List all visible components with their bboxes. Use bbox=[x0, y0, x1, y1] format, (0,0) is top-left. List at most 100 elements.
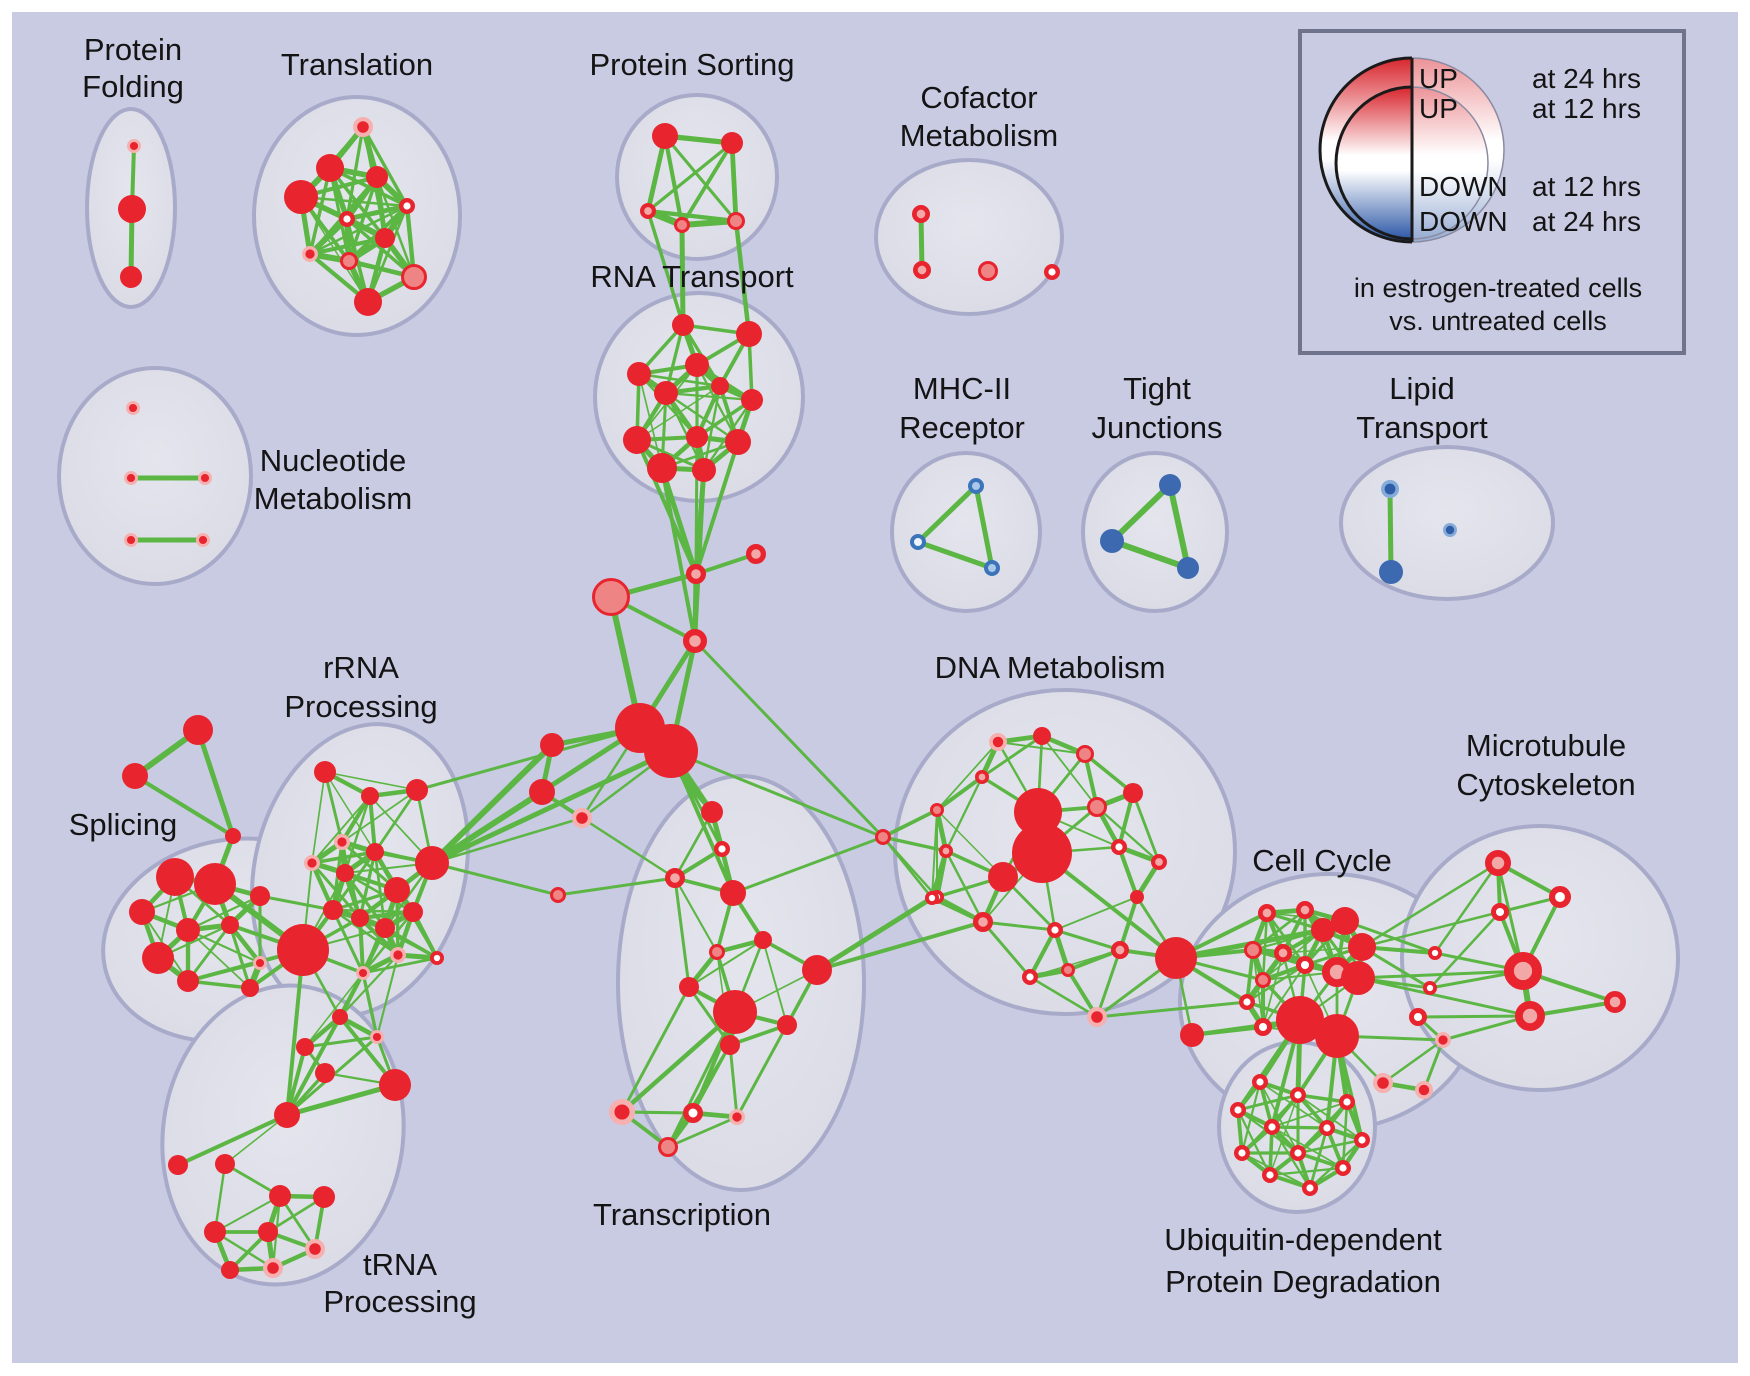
network-edge bbox=[693, 468, 706, 643]
network-node bbox=[406, 779, 428, 801]
network-edge bbox=[1360, 910, 1502, 949]
network-edge bbox=[931, 809, 938, 899]
cluster-label-ub: Protein Degradation bbox=[1165, 1264, 1441, 1299]
network-node bbox=[1180, 1023, 1204, 1047]
network-node bbox=[122, 763, 148, 789]
network-node bbox=[683, 1103, 703, 1123]
network-node bbox=[968, 478, 984, 494]
network-node bbox=[713, 990, 757, 1034]
network-edge bbox=[1269, 1094, 1299, 1176]
network-edge bbox=[915, 539, 995, 571]
cluster-label-trna: Processing bbox=[323, 1284, 476, 1319]
network-edge bbox=[176, 1113, 289, 1167]
network-edge bbox=[186, 923, 232, 983]
cluster-label-cof: Metabolism bbox=[900, 118, 1059, 153]
network-node bbox=[126, 401, 141, 416]
cluster-label-mt: Microtubule bbox=[1466, 728, 1626, 763]
network-node bbox=[333, 833, 350, 850]
network-node bbox=[975, 770, 990, 785]
network-node bbox=[315, 1063, 335, 1083]
network-node bbox=[1155, 937, 1197, 979]
network-edge bbox=[680, 141, 734, 227]
network-node bbox=[1408, 1007, 1427, 1026]
network-edge bbox=[224, 1114, 288, 1165]
network-edge bbox=[303, 1035, 379, 1049]
network-node bbox=[1289, 1144, 1306, 1161]
network-edge bbox=[338, 953, 400, 1019]
network-node bbox=[354, 288, 382, 316]
network-edge bbox=[284, 1082, 398, 1118]
network-edge bbox=[266, 1195, 326, 1234]
network-node bbox=[720, 1035, 740, 1055]
network-node bbox=[429, 950, 444, 965]
network-edge bbox=[361, 971, 379, 1039]
network-node bbox=[1110, 839, 1127, 856]
cluster-ellipse-lip bbox=[1339, 445, 1555, 601]
network-node bbox=[529, 779, 555, 805]
network-node bbox=[647, 453, 677, 483]
network-node bbox=[258, 1222, 278, 1242]
network-node bbox=[540, 733, 564, 757]
network-node bbox=[129, 899, 155, 925]
network-edge bbox=[1356, 969, 1525, 980]
network-node bbox=[644, 724, 698, 778]
network-node bbox=[269, 1185, 291, 1207]
network-node bbox=[989, 733, 1008, 752]
network-node bbox=[1273, 944, 1292, 963]
network-edge bbox=[1066, 948, 1122, 972]
network-edge bbox=[1053, 928, 1122, 952]
network-edge bbox=[1381, 1038, 1445, 1085]
network-node bbox=[316, 154, 344, 182]
network-node bbox=[720, 880, 746, 906]
network-edge bbox=[929, 848, 949, 901]
network-edge bbox=[430, 816, 584, 865]
network-node bbox=[664, 867, 685, 888]
network-edge bbox=[361, 910, 415, 975]
network-edge bbox=[815, 920, 985, 972]
network-node bbox=[215, 1154, 235, 1174]
network-edge bbox=[373, 788, 419, 854]
cluster-label-mhc: MHC-II bbox=[913, 371, 1011, 406]
network-node bbox=[263, 1257, 284, 1278]
legend: UP at 24 hrs UP at 12 hrs DOWN at 12 hrs DOWN a… bbox=[1298, 29, 1686, 355]
network-node bbox=[745, 543, 766, 564]
network-edge bbox=[1167, 482, 1191, 571]
network-edge bbox=[678, 217, 740, 229]
network-node bbox=[692, 458, 716, 482]
network-edge bbox=[762, 939, 788, 1026]
network-edge bbox=[304, 972, 364, 1048]
network-node bbox=[1012, 823, 1072, 883]
network-edge bbox=[186, 928, 262, 965]
network-node bbox=[1100, 529, 1124, 553]
network-edge bbox=[307, 235, 388, 257]
network-edge bbox=[679, 222, 686, 328]
network-node bbox=[313, 1186, 335, 1208]
network-edge bbox=[619, 1009, 738, 1115]
network-edge bbox=[663, 134, 738, 223]
network-node bbox=[1014, 788, 1062, 836]
network-node bbox=[1263, 1118, 1280, 1135]
network-node bbox=[711, 377, 729, 395]
network-node bbox=[389, 946, 406, 963]
network-edge bbox=[728, 1023, 789, 1047]
network-node bbox=[305, 1238, 326, 1259]
network-node bbox=[303, 854, 320, 871]
network-node bbox=[802, 955, 832, 985]
network-node bbox=[682, 628, 707, 653]
network-node bbox=[221, 1261, 239, 1279]
network-node bbox=[1549, 886, 1572, 909]
network-node bbox=[1311, 918, 1335, 942]
network-node bbox=[930, 803, 944, 817]
cluster-label-dna: DNA Metabolism bbox=[935, 650, 1166, 685]
network-node bbox=[685, 563, 706, 584]
network-edge bbox=[694, 552, 758, 576]
network-node bbox=[1603, 990, 1626, 1013]
network-node bbox=[1334, 1159, 1351, 1176]
network-edge bbox=[881, 808, 939, 839]
network-node bbox=[415, 846, 449, 880]
network-edge bbox=[646, 141, 734, 213]
network-edge bbox=[1433, 861, 1500, 955]
network-node bbox=[1251, 1073, 1268, 1090]
network-node bbox=[1033, 727, 1051, 745]
